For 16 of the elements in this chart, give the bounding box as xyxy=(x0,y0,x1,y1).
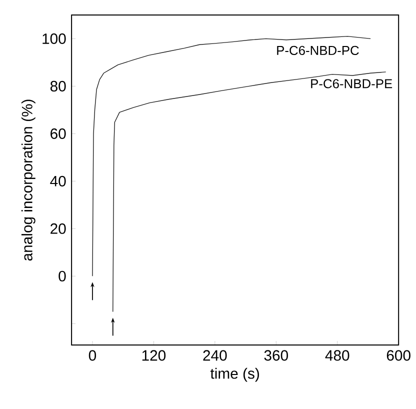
y-axis-title: analog incorporation (%) xyxy=(21,100,36,260)
x-tick-label: 360 xyxy=(264,350,288,361)
x-tick-label: 480 xyxy=(325,350,350,361)
series-label: P-C6-NBD-PC xyxy=(277,46,359,55)
x-axis-title: time (s) xyxy=(210,368,259,382)
y-tick-label: 80 xyxy=(50,80,66,92)
y-tick-label: 60 xyxy=(50,128,66,139)
y-tick-label: 20 xyxy=(50,223,66,234)
x-tick-label: 0 xyxy=(88,350,96,361)
x-tick-label: 600 xyxy=(386,350,410,361)
x-tick-label: 240 xyxy=(203,350,227,361)
y-tick-label: 0 xyxy=(58,270,66,282)
x-tick-label: 120 xyxy=(142,350,166,361)
y-tick-label: 40 xyxy=(50,176,66,186)
y-tick-label: 100 xyxy=(42,33,66,44)
series-label: P-C6-NBD-PE xyxy=(311,79,392,88)
